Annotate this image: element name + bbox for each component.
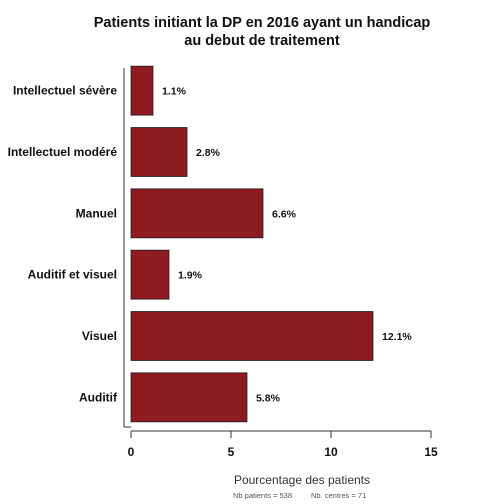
- value-label: 5.8%: [256, 392, 281, 404]
- bar: [130, 65, 154, 116]
- bar: [130, 311, 374, 361]
- bar: [130, 372, 248, 423]
- bar: [130, 127, 188, 177]
- footnote-centres: Nb. centres = 71: [311, 491, 366, 500]
- footnote-patients: Nb patients = 538: [233, 491, 292, 500]
- value-label: 6.6%: [272, 208, 297, 220]
- value-label: 1.9%: [178, 270, 203, 282]
- category-labels: Intellectuel sévère Intellectuel modéré Ma…: [8, 84, 118, 405]
- bar: [130, 249, 170, 300]
- bar: [130, 188, 264, 239]
- x-tick-label: 5: [228, 445, 235, 459]
- chart-title-line-1: Patients initiant la DP en 2016 ayant un…: [94, 15, 431, 31]
- category-label: Visuel: [82, 329, 117, 343]
- value-labels: 1.1% 2.8% 6.6% 1.9% 12.1% 5.8%: [162, 86, 412, 405]
- category-label: Auditif: [79, 390, 118, 404]
- value-label: 2.8%: [196, 147, 221, 159]
- x-axis-ticks: 0 5 10 15: [128, 431, 438, 459]
- x-tick-label: 0: [128, 445, 135, 459]
- category-label: Intellectuel sévère: [13, 84, 117, 98]
- category-label: Intellectuel modéré: [8, 145, 118, 159]
- category-label: Manuel: [76, 206, 117, 220]
- value-label: 12.1%: [382, 331, 412, 343]
- x-axis-label: Pourcentage des patients: [234, 473, 370, 487]
- value-label: 1.1%: [162, 86, 187, 98]
- category-label: Auditif et visuel: [28, 268, 117, 282]
- x-tick-label: 10: [324, 445, 338, 459]
- chart-title-line-2: au debut de traitement: [184, 33, 340, 49]
- x-tick-label: 15: [424, 445, 438, 459]
- bars-group: [130, 65, 374, 423]
